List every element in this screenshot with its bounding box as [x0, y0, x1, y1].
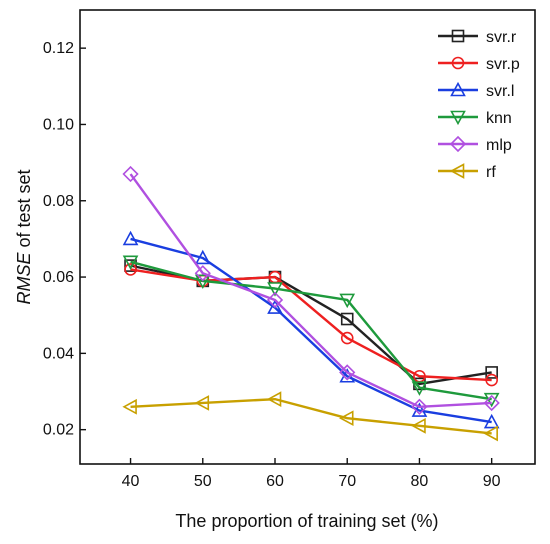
data-point: [340, 312, 354, 326]
legend-label: svr.l: [486, 83, 514, 100]
x-axis-title: The proportion of training set (%): [175, 511, 438, 531]
legend-label: svr.p: [486, 56, 520, 73]
series-svr-r: [124, 259, 498, 391]
data-point: [411, 381, 428, 396]
series-svr-p: [124, 263, 498, 387]
data-point: [124, 263, 137, 276]
data-point: [122, 230, 139, 246]
y-axis-title-italic: RMSE: [14, 252, 34, 305]
data-point: [485, 373, 498, 387]
y-tick-label: 0.06: [43, 269, 74, 286]
legend: svr.r svr.p svr.l knn mlp rf: [438, 29, 520, 181]
series-mlp: [122, 165, 500, 415]
legend-marker: [449, 135, 467, 153]
plot-frame: [79, 9, 536, 465]
series-knn: [122, 255, 500, 408]
legend-label: svr.r: [486, 29, 517, 46]
legend-label: rf: [486, 164, 496, 181]
x-tick-label: 90: [483, 473, 501, 490]
series-svr-l: [122, 230, 500, 429]
series-line: [130, 260, 492, 401]
legend-marker: [451, 29, 465, 43]
data-point: [194, 249, 211, 265]
x-axis: 40 50 60 70 80 90: [122, 458, 501, 490]
data-point: [483, 413, 500, 429]
series-line: [129, 173, 492, 408]
y-axis-title-rest: of test set: [14, 169, 34, 252]
legend-entry: mlp: [438, 135, 512, 154]
data-point: [267, 299, 283, 314]
series-layer: [122, 165, 500, 442]
x-tick-label: 50: [194, 473, 212, 490]
x-tick-label: 60: [266, 473, 284, 490]
series-line: [130, 397, 492, 435]
legend-marker: [450, 110, 466, 126]
y-axis: 0.02 0.04 0.06 0.08 0.10 0.12: [43, 40, 86, 439]
data-point: [194, 265, 211, 282]
data-point: [122, 165, 139, 183]
data-point: [411, 398, 428, 415]
data-point: [124, 259, 137, 272]
legend-entry: svr.p: [438, 56, 520, 73]
y-tick-label: 0.04: [43, 345, 74, 362]
data-point: [339, 293, 356, 309]
legend-label: mlp: [486, 137, 512, 154]
legend-entry: svr.r: [438, 29, 517, 46]
data-point: [485, 366, 498, 379]
data-point: [266, 291, 284, 309]
legend-label: knn: [486, 110, 512, 127]
data-point: [340, 331, 354, 345]
legend-entry: knn: [438, 110, 512, 127]
legend-entry: rf: [438, 163, 496, 181]
data-point: [483, 394, 500, 412]
legend-entry: svr.l: [438, 81, 514, 100]
series-line: [130, 268, 492, 382]
series-line: [130, 237, 492, 424]
y-tick-label: 0.08: [43, 193, 74, 210]
data-point: [266, 391, 282, 407]
data-point: [339, 364, 356, 381]
y-tick-label: 0.10: [43, 116, 74, 133]
legend-marker: [450, 81, 466, 97]
data-point: [194, 274, 211, 290]
x-tick-label: 80: [411, 473, 429, 490]
x-tick-label: 70: [338, 473, 356, 490]
data-point: [267, 282, 283, 297]
legend-marker: [451, 56, 465, 70]
series-line: [130, 264, 492, 386]
series-rf: [122, 391, 498, 442]
data-point: [194, 395, 210, 411]
x-tick-label: 40: [122, 473, 140, 490]
data-point: [122, 398, 137, 415]
data-point: [122, 255, 139, 270]
data-point: [339, 410, 354, 427]
y-tick-label: 0.02: [43, 422, 74, 439]
legend-marker: [449, 163, 465, 179]
data-point: [483, 425, 498, 442]
y-axis-title: RMSE of test set: [14, 169, 34, 304]
data-point: [411, 418, 426, 434]
y-tick-label: 0.12: [43, 40, 74, 57]
